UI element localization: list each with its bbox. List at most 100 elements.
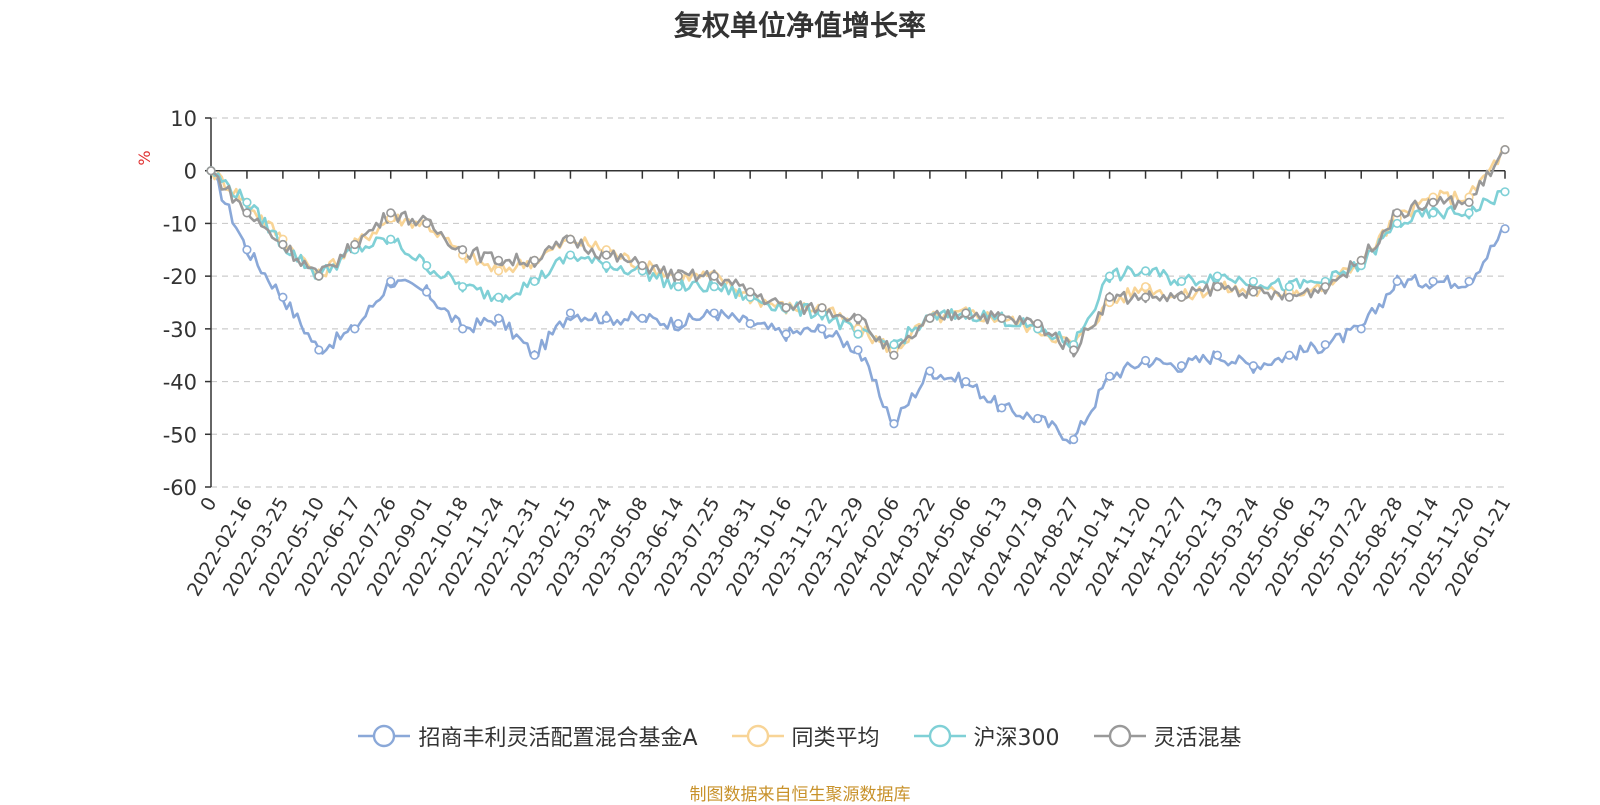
data-point [493, 313, 504, 323]
data-point [1356, 255, 1366, 265]
data-point [853, 345, 863, 355]
y-tick-label: -40 [163, 371, 197, 395]
legend-item[interactable]: 沪深300 [913, 720, 1060, 752]
data-point [853, 329, 863, 339]
data-point [817, 324, 827, 334]
data-point [1069, 434, 1079, 445]
data-point [1464, 208, 1474, 218]
series-lines [209, 148, 1506, 445]
data-point [1392, 208, 1402, 218]
x-tick-label: 0 [196, 494, 221, 515]
data-point [1284, 292, 1294, 302]
legend-label: 沪深300 [973, 726, 1060, 751]
data-point [493, 266, 504, 276]
data-point [925, 313, 935, 323]
tick-labels: 100-10-20-30-40-50-60%02022-02-162022-03… [135, 107, 1515, 600]
data-point [1105, 371, 1115, 381]
data-point [889, 350, 899, 360]
data-point [206, 166, 216, 176]
data-point [529, 350, 540, 360]
data-point [1033, 318, 1043, 329]
legend-item[interactable]: 同类平均 [731, 720, 880, 752]
data-point [1140, 282, 1151, 292]
y-tick-label: -30 [163, 318, 197, 342]
data-point [709, 271, 719, 281]
data-point [278, 292, 288, 302]
data-point [997, 313, 1007, 323]
data-point [1212, 350, 1223, 360]
data-point [853, 313, 863, 323]
data-point [565, 250, 576, 260]
y-tick-label: 10 [170, 107, 197, 131]
data-point [889, 419, 899, 429]
data-point [1105, 292, 1115, 302]
data-point [529, 276, 540, 287]
data-point [422, 287, 432, 297]
data-point [1033, 413, 1043, 424]
axes [205, 117, 1506, 488]
source-note: 制图数据来自恒生聚源数据库 [689, 785, 911, 805]
legend-item[interactable]: 灵活混基 [1093, 720, 1242, 752]
data-point [1428, 208, 1438, 218]
data-point [1176, 276, 1187, 287]
data-point [637, 313, 647, 323]
data-point [458, 282, 468, 292]
data-point [386, 276, 396, 287]
data-point [458, 245, 468, 255]
data-point [997, 403, 1007, 413]
chart-title: 复权单位净值增长率 [673, 9, 926, 42]
data-point [1500, 187, 1510, 197]
data-point [242, 245, 252, 255]
data-point [1428, 197, 1438, 207]
legend-line-circle-icon [913, 724, 966, 748]
y-tick-label: -10 [163, 212, 197, 236]
data-point [961, 308, 971, 318]
data-point [673, 271, 683, 281]
data-point [1212, 271, 1223, 281]
data-point [673, 282, 683, 292]
data-point [1176, 361, 1187, 371]
legend-line-circle-icon [1093, 724, 1146, 748]
data-point [673, 318, 683, 329]
y-tick-label: -20 [163, 265, 197, 289]
data-point [1500, 224, 1510, 234]
data-point [961, 376, 971, 387]
grid-lines [211, 117, 1505, 488]
y-tick-label: -60 [163, 476, 197, 500]
series-markers [206, 145, 1510, 445]
data-point [565, 308, 576, 318]
data-point [601, 261, 611, 271]
data-point [1320, 282, 1330, 292]
data-point [350, 324, 360, 334]
data-point [350, 239, 360, 250]
data-point [745, 318, 755, 329]
y-axis-label: % [135, 150, 154, 165]
legend-item[interactable]: 招商丰利灵活配置混合基金A [358, 720, 698, 752]
data-point [493, 292, 504, 302]
legend-label: 同类平均 [791, 726, 880, 751]
data-point [242, 197, 252, 207]
data-point [1248, 287, 1258, 297]
data-point [1428, 276, 1438, 287]
data-point [422, 218, 432, 229]
data-point [709, 282, 719, 292]
data-point [1392, 276, 1402, 287]
data-point [1140, 266, 1151, 276]
data-point [1140, 292, 1151, 302]
data-point [314, 271, 324, 281]
data-point [1105, 271, 1115, 281]
data-point [925, 366, 935, 376]
data-point [278, 239, 288, 250]
data-point [1140, 355, 1151, 366]
legend: 招商丰利灵活配置混合基金A 同类平均 沪深300 灵活混基 [0, 720, 1600, 752]
data-point [386, 208, 396, 218]
data-point [889, 340, 899, 350]
data-point [1248, 276, 1258, 287]
legend-line-circle-icon [731, 724, 784, 748]
data-point [781, 303, 791, 313]
data-point [1320, 340, 1330, 350]
data-point [601, 313, 611, 323]
y-tick-label: -50 [163, 423, 197, 447]
data-point [1212, 282, 1223, 292]
